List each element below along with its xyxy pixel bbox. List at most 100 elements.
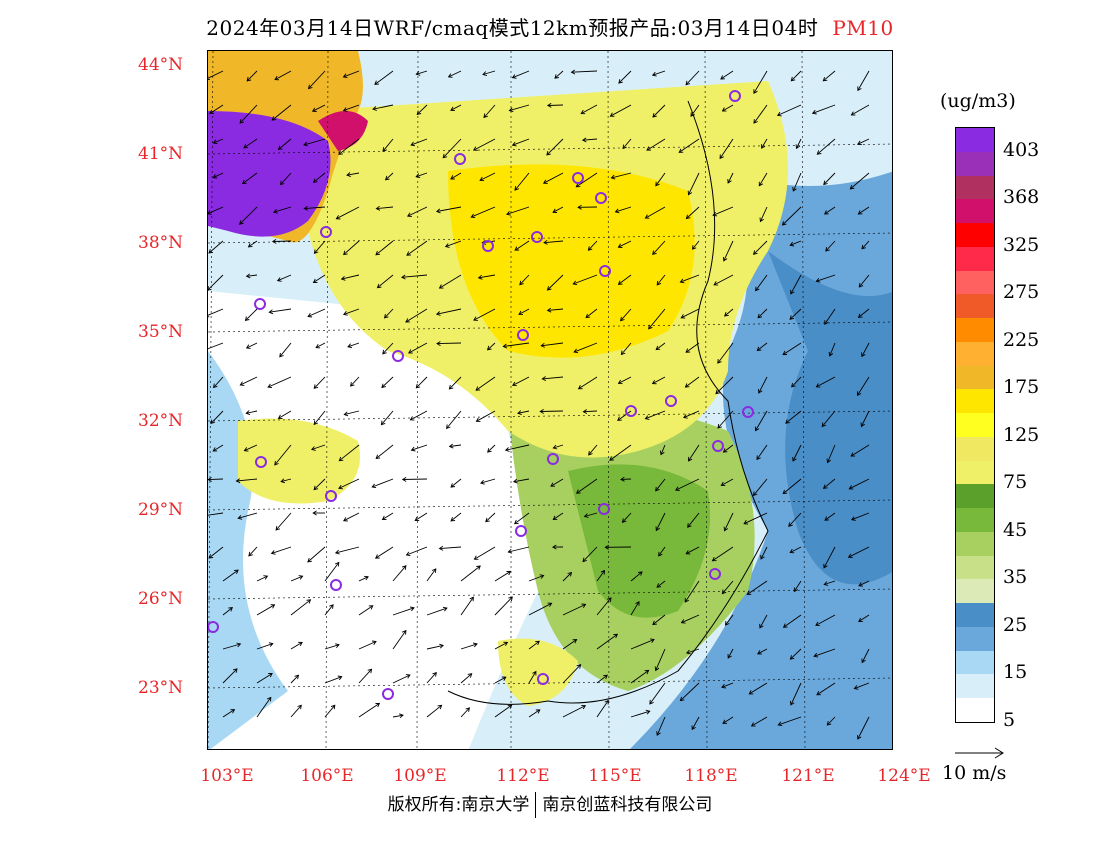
wind-arrow <box>505 444 530 451</box>
wind-arrow <box>272 240 292 242</box>
colorbar-segment <box>956 460 994 485</box>
wind-arrow-head <box>367 668 373 674</box>
wind-arrow-head <box>617 243 623 248</box>
wind-arrow <box>416 104 428 115</box>
colorbar-segment <box>956 318 994 342</box>
colorbar-segment <box>956 413 994 437</box>
wind-arrow <box>358 668 372 684</box>
wind-arrow <box>208 274 224 291</box>
wind-arrow-head <box>311 107 317 112</box>
wind-arrow-head <box>724 620 730 626</box>
wind-arrow-head <box>822 484 828 489</box>
wind-arrow <box>528 671 537 684</box>
wind-arrow <box>790 682 802 706</box>
wind-arrow <box>275 512 292 531</box>
wind-arrow <box>478 274 496 279</box>
wind-arrow <box>755 410 768 431</box>
wind-arrow <box>815 614 836 626</box>
wind-arrow <box>208 512 224 516</box>
wind-arrow-head <box>371 483 377 489</box>
wind-arrow <box>743 512 768 525</box>
wind-arrow-head <box>583 513 589 518</box>
wind-arrow <box>720 70 734 80</box>
wind-arrow <box>508 546 530 553</box>
wind-arrow <box>724 512 734 531</box>
wind-arrow-head <box>475 386 481 391</box>
wind-arrow-head <box>298 575 304 580</box>
wind-arrow-head <box>382 349 387 355</box>
graticule <box>208 51 892 749</box>
wind-arrow <box>374 70 394 85</box>
wind-arrow-head <box>467 673 473 678</box>
wind-arrow <box>449 444 462 447</box>
wind-arrow <box>460 707 470 718</box>
wind-arrow <box>792 172 802 192</box>
wind-arrow-head <box>243 447 249 452</box>
wind-arrow-head <box>375 250 381 256</box>
wind-arrow-head <box>756 346 762 352</box>
wind-arrow <box>571 70 598 73</box>
wind-arrow <box>304 206 326 210</box>
wind-arrow <box>513 478 530 483</box>
wind-arrow <box>685 342 700 353</box>
wind-arrow <box>426 672 437 684</box>
wind-arrow-head <box>384 175 390 181</box>
wind-arrow <box>269 308 292 313</box>
wind-arrow <box>350 376 360 387</box>
wind-arrow-head <box>342 107 348 112</box>
wind-arrow-head <box>409 416 415 421</box>
wind-arrow-head <box>447 73 453 78</box>
wind-arrow-head <box>350 382 355 387</box>
wind-arrow <box>790 274 802 295</box>
wind-arrow-head <box>711 557 717 562</box>
wind-arrow-head <box>727 178 732 184</box>
wind-arrow <box>382 342 394 355</box>
wind-arrow-head <box>861 658 866 664</box>
wind-arrow <box>858 580 870 587</box>
wind-arrow-head <box>746 590 752 595</box>
wind-arrow-head <box>848 485 854 490</box>
wind-arrow-head <box>861 352 866 358</box>
wind-arrow-head <box>753 89 758 94</box>
wind-arrow <box>514 240 530 251</box>
wind-arrow <box>313 478 326 490</box>
wind-arrow <box>416 70 428 75</box>
wind-arrow <box>343 70 360 78</box>
wind-arrow-head <box>208 210 212 215</box>
wind-arrow <box>753 104 768 124</box>
wind-arrow-head <box>722 448 728 453</box>
wind-arrow-head <box>329 604 334 609</box>
wind-arrow <box>416 172 428 178</box>
wind-arrow-head <box>651 379 657 385</box>
wind-arrow-head <box>614 208 620 214</box>
wind-arrow <box>658 546 666 557</box>
wind-arrow <box>858 308 870 318</box>
wind-arrow-head <box>315 343 321 349</box>
wind-arrow <box>678 138 700 153</box>
wind-arrow <box>824 206 836 215</box>
wind-arrow <box>621 342 632 355</box>
wind-arrow-head <box>815 278 821 283</box>
wind-arrow <box>588 240 598 251</box>
wind-arrow <box>338 138 360 155</box>
wind-arrow <box>546 138 564 156</box>
wind-arrow <box>243 138 258 149</box>
wind-arrow-head <box>816 691 822 696</box>
wind-arrow-head <box>573 348 579 354</box>
copyright-left: 版权所有:南京大学 <box>387 795 530 815</box>
wind-arrow <box>796 138 802 149</box>
wind-arrow-head <box>342 73 348 79</box>
wind-arrow-head <box>679 696 685 702</box>
wind-arrow <box>759 614 768 629</box>
wind-arrow <box>290 599 311 616</box>
wind-arrow-head <box>450 483 456 488</box>
wind-arrow <box>414 512 428 521</box>
wind-arrow <box>402 478 428 480</box>
wind-arrow <box>212 444 224 452</box>
wind-arrow-head <box>581 704 587 710</box>
wind-arrow <box>826 716 836 726</box>
wind-arrow-head <box>268 673 273 678</box>
lat-label: 38°N <box>138 233 184 253</box>
wind-arrow <box>239 206 258 225</box>
wind-arrow <box>314 240 326 254</box>
